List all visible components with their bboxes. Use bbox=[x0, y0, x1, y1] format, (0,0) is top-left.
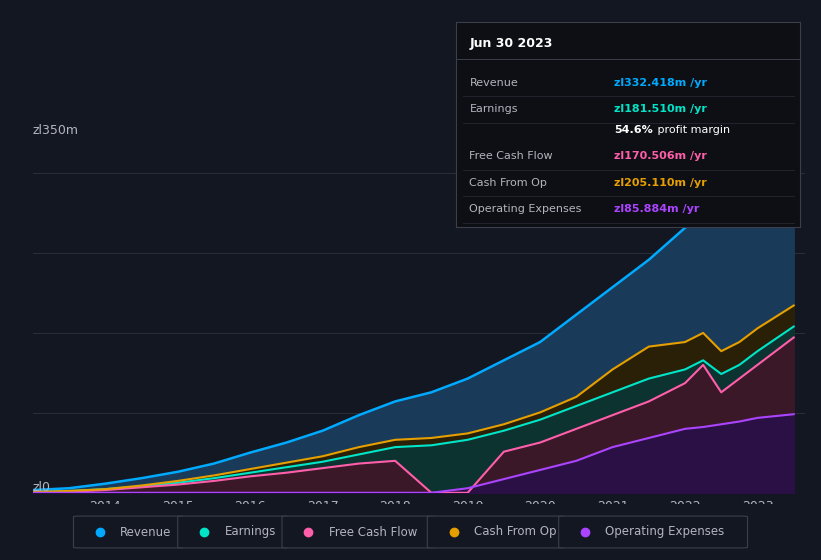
Text: zl332.418m /yr: zl332.418m /yr bbox=[614, 78, 707, 87]
Text: zl0: zl0 bbox=[33, 481, 51, 494]
Text: zl205.110m /yr: zl205.110m /yr bbox=[614, 178, 707, 188]
FancyBboxPatch shape bbox=[282, 516, 433, 548]
FancyBboxPatch shape bbox=[177, 516, 289, 548]
Text: Earnings: Earnings bbox=[224, 525, 276, 539]
Text: Operating Expenses: Operating Expenses bbox=[470, 204, 582, 214]
Text: Free Cash Flow: Free Cash Flow bbox=[328, 525, 417, 539]
Text: zl350m: zl350m bbox=[33, 124, 79, 137]
Text: Cash From Op: Cash From Op bbox=[470, 178, 548, 188]
Text: Jun 30 2023: Jun 30 2023 bbox=[470, 37, 553, 50]
Text: Free Cash Flow: Free Cash Flow bbox=[470, 151, 553, 161]
Text: 54.6%: 54.6% bbox=[614, 125, 653, 134]
FancyBboxPatch shape bbox=[74, 516, 184, 548]
Text: Earnings: Earnings bbox=[470, 104, 518, 114]
FancyBboxPatch shape bbox=[558, 516, 748, 548]
Text: profit margin: profit margin bbox=[654, 125, 730, 134]
Text: Cash From Op: Cash From Op bbox=[475, 525, 557, 539]
Text: Revenue: Revenue bbox=[120, 525, 172, 539]
Text: zl170.506m /yr: zl170.506m /yr bbox=[614, 151, 707, 161]
FancyBboxPatch shape bbox=[427, 516, 565, 548]
Text: zl85.884m /yr: zl85.884m /yr bbox=[614, 204, 699, 214]
Text: Operating Expenses: Operating Expenses bbox=[606, 525, 725, 539]
Text: Revenue: Revenue bbox=[470, 78, 518, 87]
Text: zl181.510m /yr: zl181.510m /yr bbox=[614, 104, 707, 114]
